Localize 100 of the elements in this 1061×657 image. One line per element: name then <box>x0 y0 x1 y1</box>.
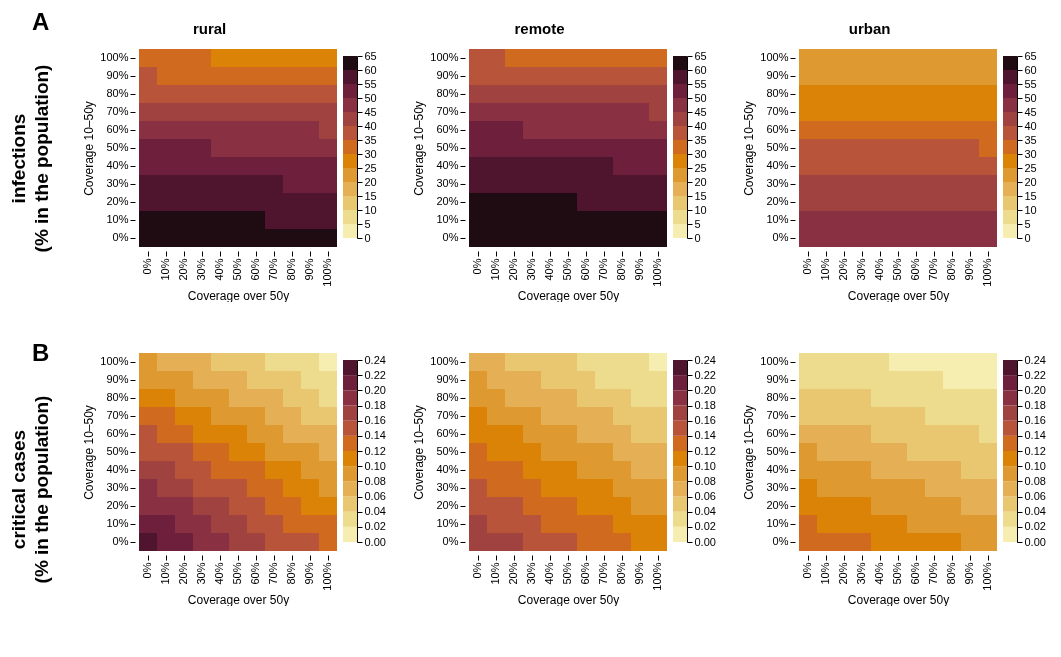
color-bar-label: 25 <box>694 161 707 174</box>
x-tick-label: 90% <box>633 562 645 585</box>
y-tick-label: 70% <box>106 409 129 421</box>
y-tick-label: 40% <box>436 463 459 475</box>
color-bar-label: 55 <box>364 77 377 90</box>
x-axis-title: Coverage over 50y <box>517 288 620 303</box>
y-tick-label: 20% <box>436 195 459 207</box>
color-bar-label: 0.24 <box>1024 353 1046 366</box>
x-tick-label: 60% <box>249 258 261 281</box>
y-axis-title: Coverage 10–50y <box>82 101 97 196</box>
color-bar-label: 0.02 <box>364 520 386 533</box>
x-tick-label: 30% <box>195 258 207 281</box>
color-bar-label: 0.00 <box>694 535 716 548</box>
y-tick-label: 30% <box>766 177 789 189</box>
y-axis-title: Coverage 10–50y <box>412 405 427 500</box>
color-bar-label: 35 <box>694 133 707 146</box>
x-tick-label: 40% <box>873 258 885 281</box>
color-bar-label: 0.10 <box>364 459 386 472</box>
y-tick-label: 30% <box>436 481 459 493</box>
x-tick-label: 10% <box>489 562 501 585</box>
x-tick-label: 0% <box>141 258 153 275</box>
x-tick-label: 90% <box>633 258 645 281</box>
y-tick-label: 90% <box>106 373 129 385</box>
color-bar-label: 0.12 <box>1024 444 1046 457</box>
color-bar-label: 0.18 <box>364 399 386 411</box>
color-bar-label: 0.02 <box>1024 520 1046 533</box>
x-tick-label: 70% <box>597 562 609 585</box>
color-bar-label: 50 <box>694 91 707 104</box>
x-tick-label: 10% <box>489 258 501 281</box>
color-bar-label: 5 <box>1024 217 1031 230</box>
y-axis-title: Coverage 10–50y <box>742 101 757 196</box>
color-bar-label: 0.22 <box>694 368 716 381</box>
color-bar-label: 5 <box>694 217 701 230</box>
color-bar-label: 40 <box>364 119 377 132</box>
y-axis-title: Coverage 10–50y <box>742 405 757 500</box>
x-tick-label: 100% <box>651 562 663 591</box>
x-tick-label: 10% <box>819 258 831 281</box>
y-tick-label: 40% <box>436 159 459 171</box>
y-axis-title: Coverage 10–50y <box>412 101 427 196</box>
x-tick-label: 40% <box>213 258 225 281</box>
x-tick-label: 50% <box>231 258 243 281</box>
color-bar-label: 0.20 <box>364 383 386 396</box>
y-tick-label: 50% <box>106 445 129 457</box>
color-bar-label: 35 <box>1024 133 1037 146</box>
y-tick-label: 70% <box>436 409 459 421</box>
y-tick-label: 50% <box>436 445 459 457</box>
y-tick-label: 10% <box>766 517 789 529</box>
x-tick-label: 80% <box>285 562 297 585</box>
x-tick-label: 60% <box>579 562 591 585</box>
x-tick-label: 90% <box>963 562 975 585</box>
y-tick-label: 50% <box>766 445 789 457</box>
color-bar-label: 0.12 <box>364 444 386 457</box>
color-bar-label: 10 <box>364 203 377 216</box>
color-bar-label: 0.22 <box>364 368 386 381</box>
color-bar-label: 0.08 <box>1024 474 1046 487</box>
text: infections <box>6 112 30 206</box>
y-tick-label: 80% <box>106 391 129 403</box>
y-tick-label: 80% <box>436 87 459 99</box>
y-tick-label: 10% <box>436 213 459 225</box>
color-bar-label: 0.14 <box>1024 429 1046 442</box>
x-tick-label: 30% <box>855 258 867 281</box>
y-tick-label: 0% <box>772 231 789 243</box>
color-bar-label: 60 <box>1024 63 1037 76</box>
x-tick-label: 40% <box>873 562 885 585</box>
y-tick-label: 100% <box>760 355 789 367</box>
x-tick-label: 60% <box>909 258 921 281</box>
x-tick-label: 100% <box>981 258 993 287</box>
y-tick-label: 0% <box>442 535 459 547</box>
y-tick-label: 90% <box>436 373 459 385</box>
y-tick-label: 0% <box>112 535 129 547</box>
x-tick-label: 70% <box>927 258 939 281</box>
y-tick-label: 80% <box>766 391 789 403</box>
x-tick-label: 80% <box>945 562 957 585</box>
x-tick-label: 70% <box>267 562 279 585</box>
x-axis-title: Coverage over 50y <box>187 592 290 607</box>
color-bar-label: 0.08 <box>364 474 386 487</box>
color-bar-label: 0.24 <box>694 353 716 366</box>
x-tick-label: 90% <box>303 562 315 585</box>
x-tick-label: 20% <box>177 562 189 585</box>
color-bar-label: 45 <box>694 105 707 118</box>
x-tick-label: 20% <box>837 258 849 281</box>
color-bar-label: 0 <box>364 231 371 244</box>
color-bar-label: 25 <box>364 161 377 174</box>
x-tick-label: 70% <box>267 258 279 281</box>
x-tick-label: 40% <box>213 562 225 585</box>
y-tick-label: 40% <box>766 159 789 171</box>
x-tick-label: 70% <box>597 258 609 281</box>
y-tick-label: 70% <box>106 105 129 117</box>
color-bar-label: 0 <box>694 231 701 244</box>
text: critical cases <box>6 428 30 552</box>
color-bar-label: 15 <box>694 189 707 202</box>
color-bar-label: 0.18 <box>1024 399 1046 411</box>
x-tick-label: 100% <box>981 562 993 591</box>
y-tick-label: 100% <box>430 51 459 63</box>
x-tick-label: 30% <box>855 562 867 585</box>
x-tick-label: 60% <box>249 562 261 585</box>
color-bar-label: 20 <box>694 175 707 188</box>
color-bar-label: 0.18 <box>694 399 716 411</box>
y-tick-label: 60% <box>106 123 129 135</box>
color-bar-label: 0.04 <box>694 505 716 518</box>
